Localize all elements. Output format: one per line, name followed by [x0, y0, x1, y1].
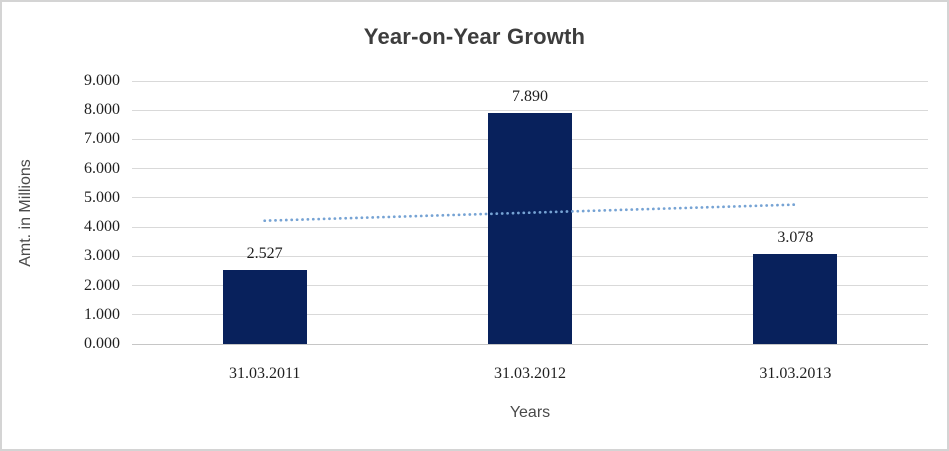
- y-tick-label: 6.000: [84, 159, 120, 177]
- bar: [488, 113, 572, 344]
- y-axis-title: Amt. in Millions: [17, 159, 34, 267]
- y-tick-label: 2.000: [84, 276, 120, 294]
- y-tick-label: 9.000: [84, 72, 120, 89]
- x-tick-label: 31.03.2012: [494, 365, 566, 382]
- x-axis-title: Years: [509, 404, 551, 421]
- y-tick-label: 0.000: [84, 335, 120, 352]
- y-tick-label: 3.000: [84, 247, 120, 265]
- y-tick-label: 5.000: [84, 188, 120, 206]
- y-tick-label: 8.000: [84, 101, 120, 119]
- x-tick-label: 31.03.2011: [228, 365, 301, 382]
- x-tick-label: 31.03.2013: [759, 365, 832, 382]
- bar: [753, 254, 838, 344]
- gridline: [132, 80, 928, 82]
- y-tick-label: 4.000: [84, 218, 120, 236]
- bar-value-label: 2.527: [246, 245, 283, 263]
- bar-value-label: 7.890: [512, 88, 548, 106]
- gridline: [132, 343, 928, 345]
- y-tick-label: 1.000: [84, 305, 120, 323]
- gridline: [132, 109, 928, 111]
- bar: [222, 270, 307, 344]
- chart-title: Year-on-Year Growth: [363, 24, 586, 49]
- y-tick-label: 7.000: [84, 130, 120, 148]
- bar-value-label: 3.078: [777, 229, 814, 247]
